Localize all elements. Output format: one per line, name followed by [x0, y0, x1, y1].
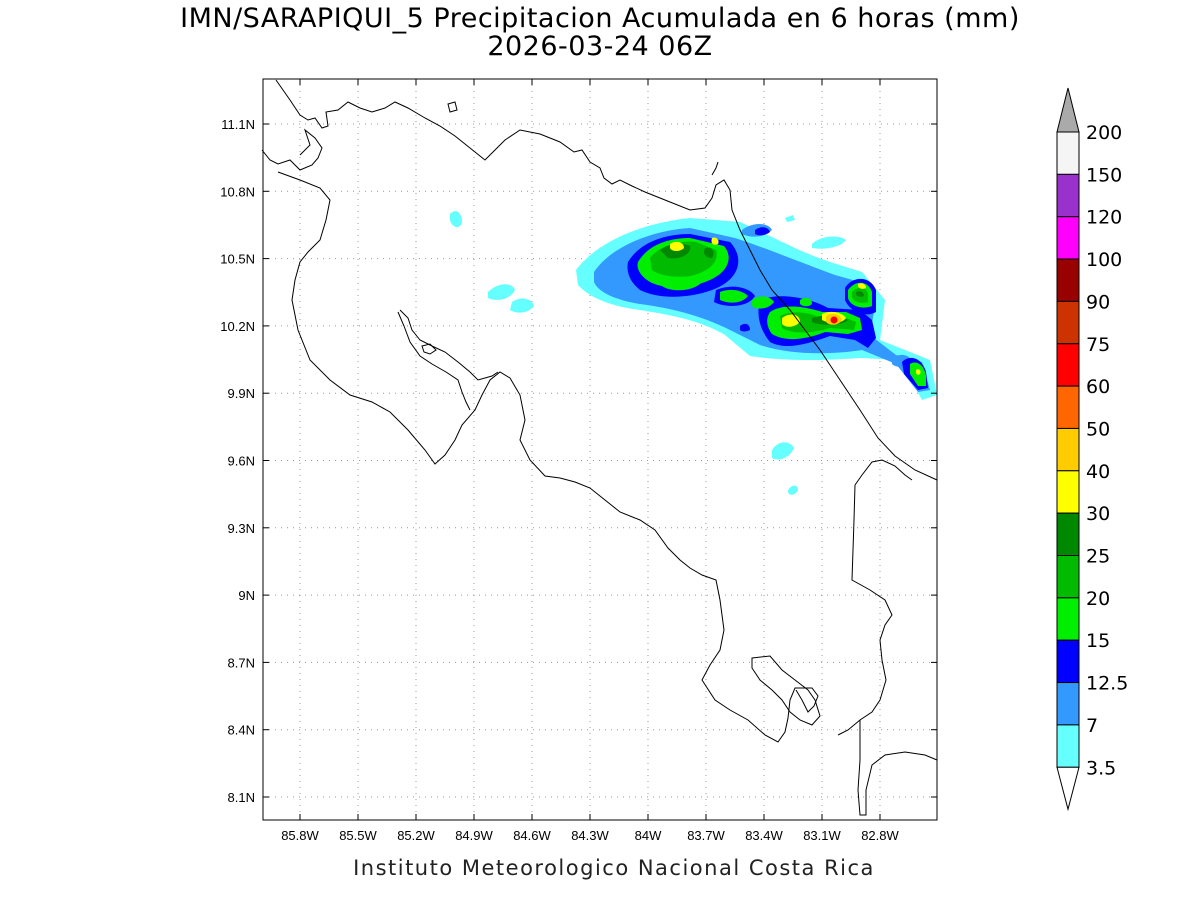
colorbar-label: 90: [1086, 291, 1110, 313]
colorbar-label: 7: [1086, 715, 1098, 737]
colorbar-label: 40: [1086, 461, 1110, 483]
colorbar-swatch: [1056, 639, 1080, 684]
map-title: IMN/SARAPIQUI_5 Precipitacion Acumulada …: [180, 3, 1020, 34]
colorbar-label: 150: [1086, 164, 1122, 186]
gridlines: [263, 79, 937, 820]
latitude-label: 10.2N: [220, 319, 255, 334]
axis-ticks: [263, 79, 937, 820]
latitude-label: 9.3N: [228, 521, 255, 536]
colorbar-label: 30: [1086, 503, 1110, 525]
colorbar-swatch: [1056, 597, 1080, 641]
colorbar-label: 3.5: [1086, 757, 1116, 779]
colorbar-swatch: [1056, 258, 1080, 302]
longitude-label: 84.9W: [455, 828, 493, 843]
latitude-label: 10.5N: [220, 252, 255, 267]
colorbar-label: 15: [1086, 630, 1110, 652]
colorbar-label: 50: [1086, 418, 1110, 440]
map-date: 2026-03-24 06Z: [487, 31, 713, 62]
latitude-label: 11.1N: [221, 117, 255, 132]
colorbar-label: 120: [1086, 207, 1122, 229]
colorbar-label: 200: [1086, 122, 1122, 144]
colorbar-swatch: [1056, 682, 1080, 726]
latitude-label: 8.4N: [228, 723, 255, 738]
longitude-labels: 85.8W 85.5W 85.2W 84.9W 84.6W 84.3W 84W 83.7W 83…: [281, 828, 899, 843]
colorbar-swatch: [1056, 343, 1080, 387]
coastlines: [261, 79, 938, 816]
colorbar-swatch: [1056, 300, 1080, 345]
longitude-label: 85.8W: [281, 828, 319, 843]
longitude-label: 82.8W: [861, 828, 899, 843]
precipitation-field: [450, 211, 937, 495]
colorbar-swatch: [1056, 131, 1080, 175]
longitude-label: 84.3W: [571, 828, 609, 843]
latitude-labels: 11.1N 10.8N 10.5N 10.2N 9.9N 9.6N 9.3N 9N 8.7N 8.…: [220, 117, 255, 805]
footer-credit: Instituto Meteorologico Nacional Costa R…: [353, 856, 875, 880]
colorbar-swatch: [1056, 555, 1080, 599]
colorbar-label: 100: [1086, 249, 1122, 271]
longitude-label: 85.5W: [339, 828, 377, 843]
colorbar-min-arrow: [1056, 766, 1080, 812]
latitude-label: 8.7N: [228, 655, 255, 670]
longitude-label: 84W: [635, 828, 662, 843]
longitude-label: 84.6W: [513, 828, 551, 843]
colorbar-swatch: [1056, 427, 1080, 472]
colorbar-swatch: [1056, 173, 1080, 218]
colorbar-label: 20: [1086, 588, 1110, 610]
latitude-label: 10.8N: [220, 184, 255, 199]
map-frame: [262, 78, 938, 821]
colorbar-max-arrow: [1056, 87, 1080, 133]
latitude-label: 9.6N: [228, 454, 255, 469]
colorbar-label: 25: [1086, 546, 1110, 568]
colorbar-swatch: [1056, 512, 1080, 557]
colorbar: 200 150 120 100 90 75 60 50 40 30 25 20 15 12.5 7 3.5: [1056, 87, 1128, 812]
colorbar-swatch: [1056, 385, 1080, 429]
longitude-label: 83.4W: [745, 828, 783, 843]
latitude-label: 9.9N: [228, 386, 255, 401]
colorbar-swatch: [1056, 724, 1080, 768]
colorbar-label: 60: [1086, 376, 1110, 398]
colorbar-swatch: [1056, 470, 1080, 514]
longitude-label: 83.1W: [803, 828, 841, 843]
longitude-label: 83.7W: [687, 828, 725, 843]
colorbar-swatch: [1056, 216, 1080, 260]
longitude-label: 85.2W: [397, 828, 435, 843]
colorbar-label: 75: [1086, 334, 1110, 356]
latitude-label: 9N: [238, 588, 255, 603]
latitude-label: 8.1N: [228, 790, 255, 805]
colorbar-label: 12.5: [1086, 673, 1128, 695]
